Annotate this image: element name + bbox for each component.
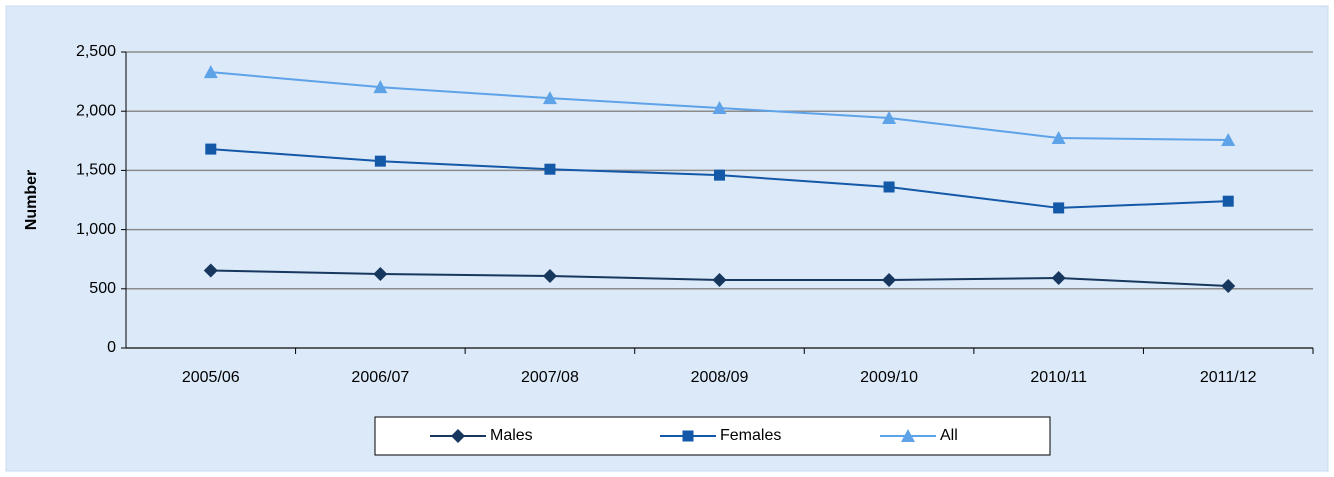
y-tick-label: 0 [107, 339, 116, 356]
data-point [712, 273, 727, 288]
x-tick-label: 2008/09 [691, 369, 749, 386]
legend-label: Females [720, 427, 781, 444]
data-point [882, 273, 897, 288]
x-tick-label: 2011/12 [1200, 369, 1257, 386]
x-tick-label: 2005/06 [182, 369, 240, 386]
x-tick-label: 2007/08 [521, 369, 579, 386]
data-point [373, 80, 388, 94]
legend-marker [682, 430, 694, 442]
data-point [544, 163, 556, 175]
data-point [882, 110, 897, 124]
y-tick-label: 500 [89, 280, 116, 297]
data-point [542, 269, 557, 284]
data-point [373, 267, 388, 281]
data-point [712, 101, 727, 115]
legend-box [374, 416, 1051, 456]
y-axis-label: Number [23, 170, 40, 230]
data-point [205, 143, 217, 155]
x-tick-label: 2006/07 [351, 369, 409, 386]
data-point [1222, 195, 1234, 207]
data-point [1221, 132, 1236, 146]
y-tick-label: 1,500 [76, 162, 116, 179]
y-tick-label: 2,000 [76, 102, 116, 119]
y-tick-label: 1,000 [76, 221, 116, 238]
data-point [1051, 271, 1066, 286]
legend-marker [901, 429, 915, 442]
legend-label: All [940, 427, 958, 444]
data-point [374, 155, 386, 167]
data-point [542, 91, 557, 105]
legend-label: Males [490, 427, 533, 444]
data-point [203, 65, 218, 79]
data-point [1221, 278, 1236, 293]
legend-marker [451, 429, 465, 443]
data-point [714, 169, 725, 181]
data-point [1053, 202, 1065, 214]
data-point [203, 263, 218, 278]
y-tick-label: 2,500 [76, 43, 116, 60]
data-point [883, 181, 895, 193]
x-tick-label: 2010/11 [1030, 369, 1087, 386]
data-point [1051, 130, 1066, 144]
chart-background [5, 5, 1329, 472]
x-tick-label: 2009/10 [860, 369, 918, 386]
